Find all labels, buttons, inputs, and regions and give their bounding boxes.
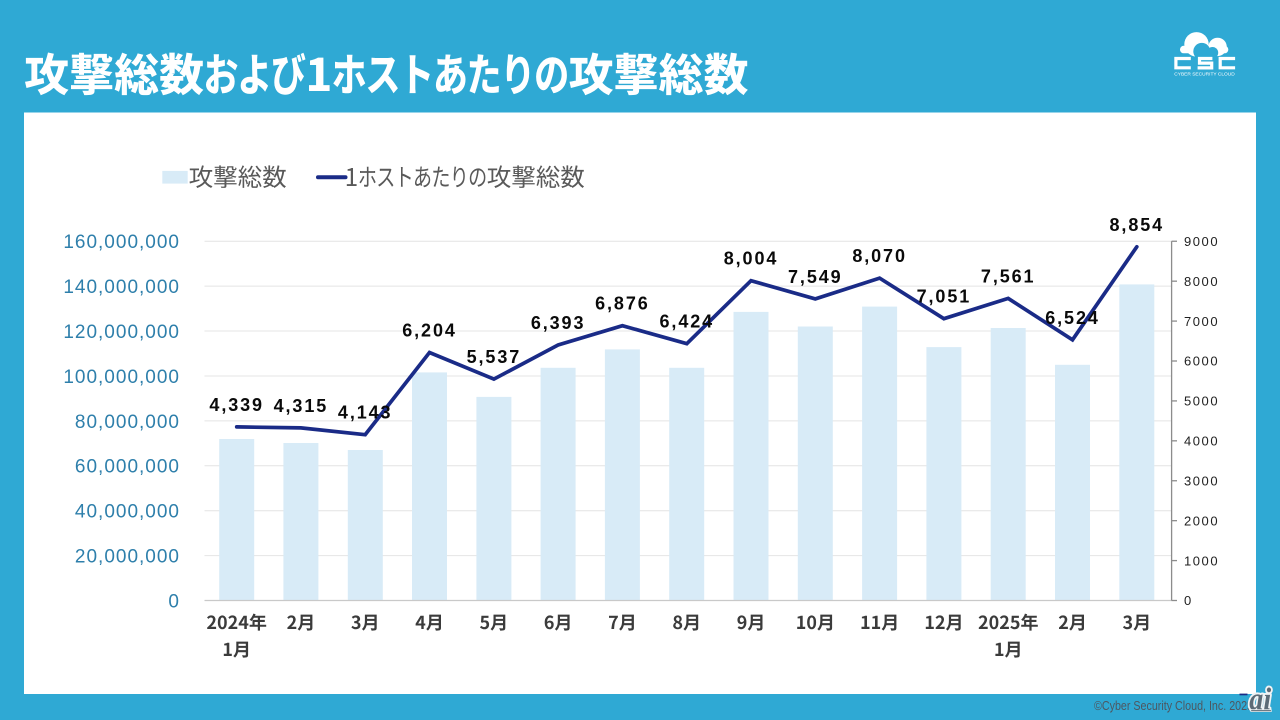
svg-text:7000: 7000: [1184, 314, 1219, 329]
svg-text:6,524: 6,524: [1045, 308, 1100, 328]
svg-text:6,424: 6,424: [660, 312, 715, 332]
svg-text:6,393: 6,393: [531, 313, 586, 333]
svg-text:7,051: 7,051: [917, 287, 972, 307]
svg-text:20,000,000: 20,000,000: [75, 547, 180, 568]
svg-text:©Cyber Security Cloud, Inc. 20: ©Cyber Security Cloud, Inc. 2025: [1094, 699, 1253, 713]
svg-text:4,315: 4,315: [274, 396, 329, 416]
svg-text:9000: 9000: [1184, 234, 1219, 249]
svg-text:160,000,000: 160,000,000: [63, 232, 180, 253]
svg-text:40,000,000: 40,000,000: [75, 502, 180, 523]
svg-text:2000: 2000: [1184, 513, 1219, 528]
svg-text:7,561: 7,561: [981, 266, 1036, 286]
svg-text:0: 0: [1184, 593, 1193, 608]
svg-text:4,143: 4,143: [338, 403, 393, 423]
svg-text:120,000,000: 120,000,000: [63, 322, 180, 343]
svg-text:ai: ai: [1249, 681, 1271, 717]
svg-text:5000: 5000: [1184, 394, 1219, 409]
svg-text:6000: 6000: [1184, 354, 1219, 369]
svg-text:60,000,000: 60,000,000: [75, 457, 180, 478]
svg-text:8,004: 8,004: [724, 249, 779, 269]
svg-text:1000: 1000: [1184, 553, 1219, 568]
svg-text:6,876: 6,876: [595, 294, 650, 314]
svg-text:8,854: 8,854: [1110, 215, 1165, 235]
svg-text:4000: 4000: [1184, 434, 1219, 449]
svg-text:4,339: 4,339: [209, 395, 264, 415]
svg-text:140,000,000: 140,000,000: [63, 277, 180, 298]
svg-text:8000: 8000: [1184, 274, 1219, 289]
svg-text:100,000,000: 100,000,000: [63, 367, 180, 388]
svg-text:CYBER SECURITY CLOUD: CYBER SECURITY CLOUD: [1174, 72, 1235, 77]
svg-text:8,070: 8,070: [852, 246, 907, 266]
svg-text:5,537: 5,537: [467, 347, 522, 367]
svg-text:7,549: 7,549: [788, 267, 843, 287]
svg-text:3000: 3000: [1184, 473, 1219, 488]
svg-text:0: 0: [168, 591, 180, 612]
svg-text:6,204: 6,204: [402, 321, 457, 341]
svg-text:80,000,000: 80,000,000: [75, 412, 180, 433]
